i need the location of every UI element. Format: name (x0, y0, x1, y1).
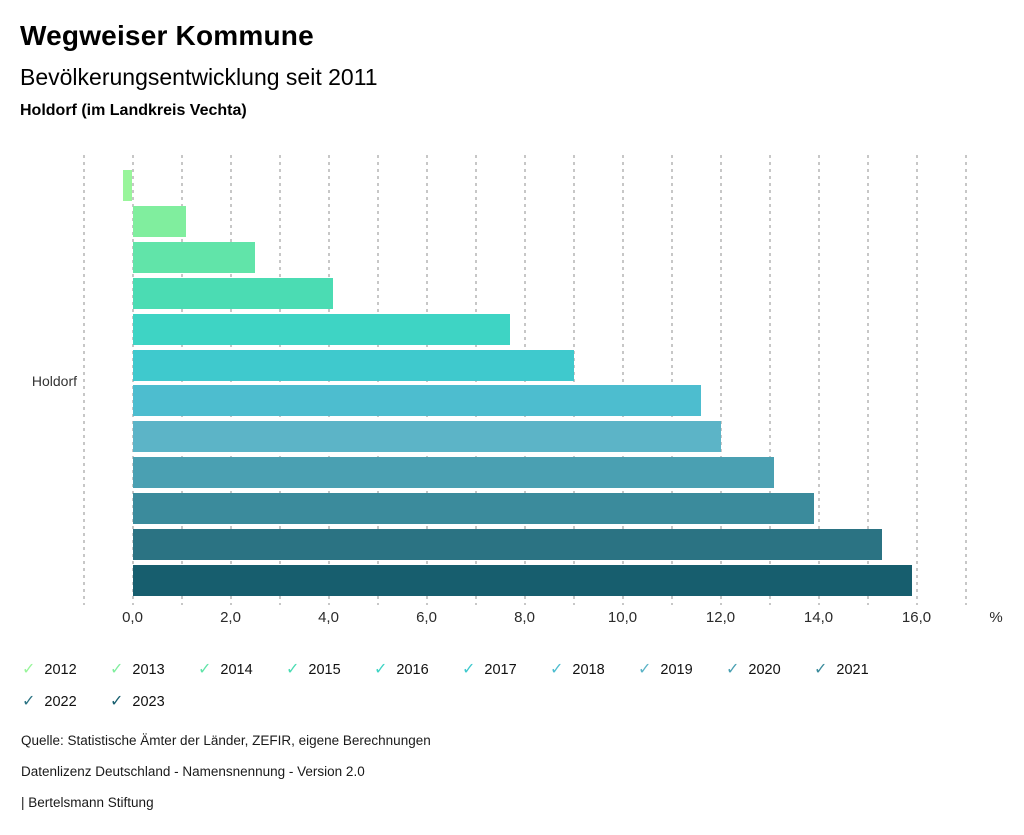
bar-2015[interactable] (132, 277, 334, 309)
x-tick-label-12: 12,0 (705, 609, 736, 626)
x-tick-label-6: 6,0 (416, 609, 437, 626)
attribution-note: | Bertelsmann Stiftung (21, 795, 154, 810)
checkmark-icon: ✓ (286, 661, 300, 678)
gridline-13 (768, 155, 771, 605)
bar-2014[interactable] (132, 241, 255, 273)
checkmark-icon: ✓ (198, 661, 212, 678)
checkmark-icon: ✓ (22, 661, 36, 678)
x-axis-unit-label: % (989, 609, 1003, 626)
x-tick-label-10: 10,0 (607, 609, 638, 626)
legend-item-2014[interactable]: ✓ 2014 (198, 654, 286, 686)
bar-2013[interactable] (132, 205, 187, 237)
x-tick-label-14: 14,0 (803, 609, 834, 626)
legend-year-label: 2013 (132, 662, 165, 678)
gridline-10 (621, 155, 624, 605)
gridline-9 (572, 155, 575, 605)
gridline-16 (915, 155, 918, 605)
x-tick-label-0: 0,0 (122, 609, 143, 626)
x-tick-label-8: 8,0 (514, 609, 535, 626)
checkmark-icon: ✓ (374, 661, 388, 678)
legend-year-label: 2021 (836, 662, 869, 678)
x-tick-label-4: 4,0 (318, 609, 339, 626)
chart-legend: ✓ 2012 ✓ 2013 ✓ 2014 ✓ 2015 ✓ 2016 ✓ 2017 ✓ 2018 ✓ 2019… (22, 654, 912, 718)
checkmark-icon: ✓ (814, 661, 828, 678)
legend-item-2022[interactable]: ✓ 2022 (22, 686, 110, 718)
legend-item-2019[interactable]: ✓ 2019 (638, 654, 726, 686)
gridline-15 (866, 155, 869, 605)
checkmark-icon: ✓ (110, 693, 124, 710)
checkmark-icon: ✓ (550, 661, 564, 678)
legend-item-2016[interactable]: ✓ 2016 (374, 654, 462, 686)
legend-year-label: 2022 (44, 694, 77, 710)
gridline-14 (817, 155, 820, 605)
legend-year-label: 2023 (132, 694, 165, 710)
checkmark-icon: ✓ (110, 661, 124, 678)
bar-2022[interactable] (132, 529, 883, 560)
legend-year-label: 2015 (308, 662, 341, 678)
legend-year-label: 2020 (748, 662, 781, 678)
bar-2021[interactable] (132, 493, 814, 525)
bar-2017[interactable] (132, 349, 574, 381)
legend-year-label: 2014 (220, 662, 253, 678)
source-note: Quelle: Statistische Ämter der Länder, Z… (21, 733, 431, 748)
gridline-17 (964, 155, 967, 605)
legend-item-2015[interactable]: ✓ 2015 (286, 654, 374, 686)
checkmark-icon: ✓ (22, 693, 36, 710)
legend-year-label: 2018 (572, 662, 605, 678)
bar-2012[interactable] (122, 170, 133, 201)
page-title: Wegweiser Kommune (20, 20, 314, 51)
population-development-bar-chart (0, 155, 1024, 605)
legend-year-label: 2019 (660, 662, 693, 678)
gridline--1 (82, 155, 85, 605)
chart-region-label: Holdorf (im Landkreis Vechta) (20, 102, 247, 119)
legend-item-2012[interactable]: ✓ 2012 (22, 654, 110, 686)
bar-2023[interactable] (132, 564, 912, 596)
legend-year-label: 2016 (396, 662, 429, 678)
checkmark-icon: ✓ (726, 661, 740, 678)
x-axis: 0,0 2,0 4,0 6,0 8,0 10,0 12,0 14,0 16,0% (0, 609, 1024, 629)
legend-item-2020[interactable]: ✓ 2020 (726, 654, 814, 686)
bar-2019[interactable] (132, 421, 721, 453)
legend-item-2018[interactable]: ✓ 2018 (550, 654, 638, 686)
chart-subtitle: Bevölkerungsentwicklung seit 2011 (20, 64, 378, 90)
gridline-11 (670, 155, 673, 605)
bar-2016[interactable] (132, 313, 510, 345)
legend-year-label: 2017 (484, 662, 517, 678)
checkmark-icon: ✓ (638, 661, 652, 678)
y-axis-category-label: Holdorf (31, 373, 77, 389)
bar-2018[interactable] (132, 385, 701, 417)
checkmark-icon: ✓ (462, 661, 476, 678)
gridline-12 (719, 155, 722, 605)
x-tick-label-2: 2,0 (220, 609, 241, 626)
license-note: Datenlizenz Deutschland - Namensnennung … (21, 764, 365, 779)
legend-item-2021[interactable]: ✓ 2021 (814, 654, 902, 686)
legend-year-label: 2012 (44, 662, 77, 678)
legend-item-2017[interactable]: ✓ 2017 (462, 654, 550, 686)
bar-2020[interactable] (132, 457, 775, 489)
legend-item-2023[interactable]: ✓ 2023 (110, 686, 198, 718)
x-tick-label-16: 16,0 (901, 609, 932, 626)
legend-item-2013[interactable]: ✓ 2013 (110, 654, 198, 686)
